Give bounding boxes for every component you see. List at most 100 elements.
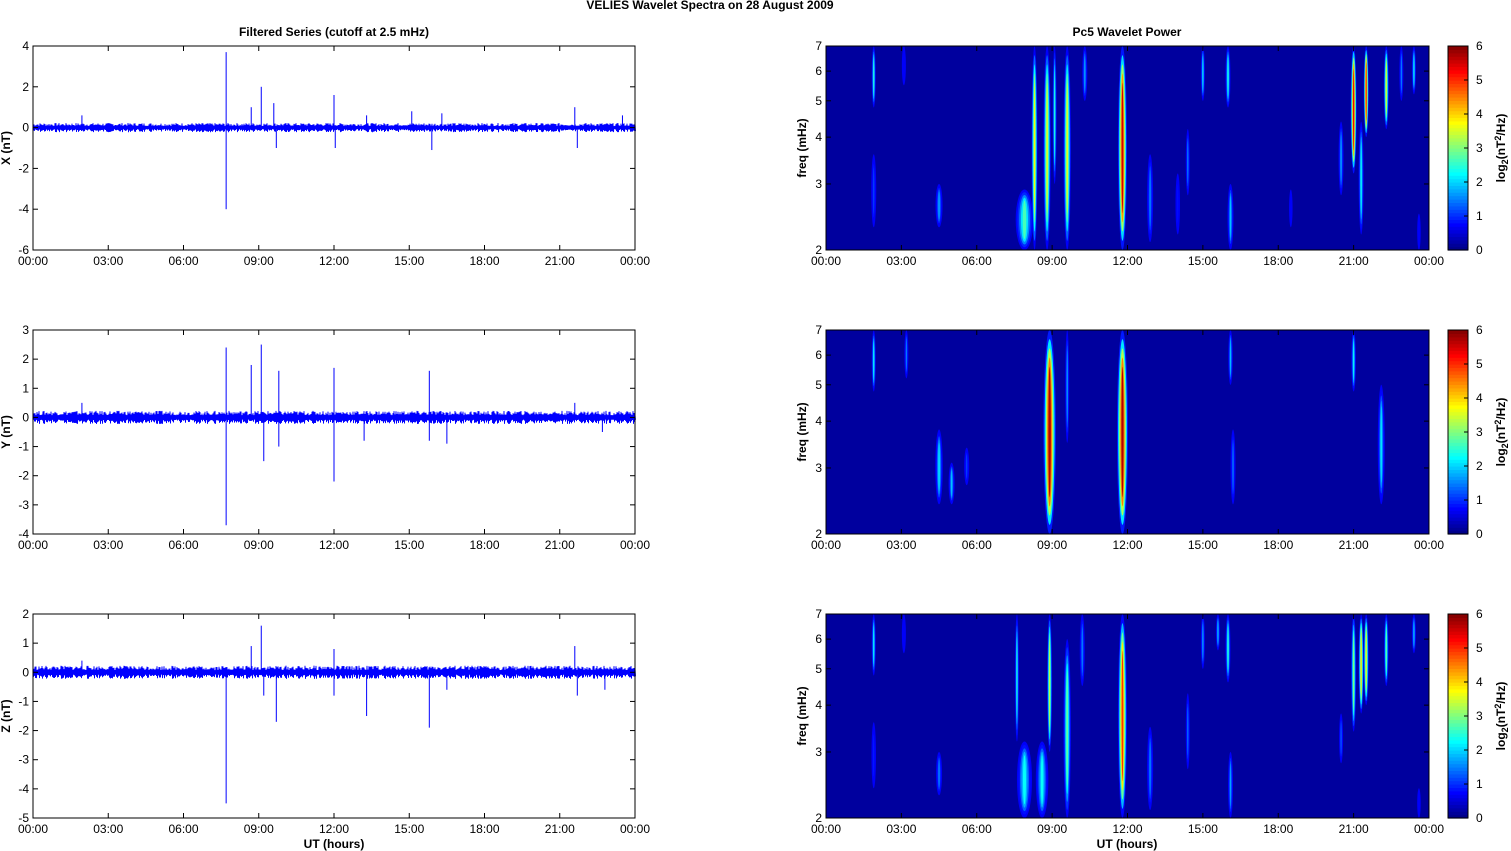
y-tick-label: 7 xyxy=(815,607,822,621)
y-tick-label: -5 xyxy=(18,811,29,825)
power-burst-8-layer-1 xyxy=(1066,82,1068,214)
colorbar-cell-35 xyxy=(1448,695,1468,700)
colorbar-cell-43 xyxy=(1448,668,1468,673)
colorbar-cell-55 xyxy=(1448,343,1468,348)
colorbar-cell-54 xyxy=(1448,63,1468,67)
colorbar-cell-49 xyxy=(1448,648,1468,652)
colorbar-label: log2(nT2/Hz) xyxy=(1493,682,1510,751)
colorbar-cell-37 xyxy=(1448,688,1468,693)
colorbar-cell-22 xyxy=(1448,455,1468,460)
colorbar-cell-33 xyxy=(1448,134,1468,139)
x-tick-label: 15:00 xyxy=(1188,254,1218,268)
y-tick-label: 1 xyxy=(22,636,29,650)
power-burst-3-layer-1 xyxy=(938,191,940,220)
colorbar-cell-6 xyxy=(1448,794,1468,799)
power-burst-20-layer-1 xyxy=(1365,630,1367,689)
x-tick-label: 00:00 xyxy=(1414,538,1444,552)
colorbar-cell-14 xyxy=(1448,483,1468,487)
colorbar-cell-42 xyxy=(1448,103,1468,108)
colorbar-cell-13 xyxy=(1448,486,1468,491)
power-burst-6-layer-1 xyxy=(1066,350,1068,423)
colorbar-tick-label: 3 xyxy=(1476,141,1483,155)
x-tick-label: 03:00 xyxy=(93,822,123,836)
colorbar-tick-label: 0 xyxy=(1476,243,1483,257)
colorbar-cell-25 xyxy=(1448,729,1468,734)
plot-area xyxy=(33,614,635,818)
colorbar-cell-26 xyxy=(1448,726,1468,731)
power-burst-9-layer-1 xyxy=(1232,442,1234,491)
figure-suptitle: VELIES Wavelet Spectra on 28 August 2009 xyxy=(586,0,834,12)
colorbar-tick-label: 3 xyxy=(1476,425,1483,439)
colorbar-cell-43 xyxy=(1448,100,1468,105)
colorbar-cell-30 xyxy=(1448,428,1468,433)
colorbar-cell-1 xyxy=(1448,527,1468,532)
power-burst-11-layer-1 xyxy=(1380,406,1382,483)
colorbar-tick-label: 5 xyxy=(1476,73,1483,87)
x-tick-label: 03:00 xyxy=(93,538,123,552)
colorbar-cell-59 xyxy=(1448,46,1468,50)
colorbar-cell-54 xyxy=(1448,347,1468,351)
x-tick-label: 18:00 xyxy=(469,822,499,836)
power-burst-9-layer-1 xyxy=(1084,55,1086,91)
power-burst-4-layer-1 xyxy=(966,454,968,479)
colorbar-cell-37 xyxy=(1448,120,1468,125)
colorbar-cell-8 xyxy=(1448,503,1468,508)
colorbar-cell-1 xyxy=(1448,243,1468,248)
y-tick-label: 2 xyxy=(815,811,822,825)
colorbar-cell-38 xyxy=(1448,401,1468,406)
colorbar: 0 1 2 3 4 5 6 log2(nT2/Hz) xyxy=(1447,323,1510,541)
power-burst-15-layer-1 xyxy=(1227,626,1229,671)
y-tick-label: 4 xyxy=(22,39,29,53)
colorbar-cell-38 xyxy=(1448,117,1468,122)
colorbar-cell-41 xyxy=(1448,391,1468,396)
right-xaxis-label: UT (hours) xyxy=(1097,837,1158,851)
power-burst-6-layer-1 xyxy=(1046,82,1048,214)
colorbar-cell-3 xyxy=(1448,236,1468,241)
colorbar-cell-46 xyxy=(1448,90,1468,95)
colorbar-tick-label: 6 xyxy=(1476,323,1483,337)
colorbar-cell-19 xyxy=(1448,182,1468,186)
series-panel-z: -5 -4 -3 -2 -1 0 1 2 00:00 03:00 06:00 09:00 12:00 15… xyxy=(0,607,650,836)
colorbar-cell-12 xyxy=(1448,773,1468,778)
x-tick-label: 00:00 xyxy=(18,254,48,268)
colorbar-cell-23 xyxy=(1448,452,1468,457)
y-tick-label: -4 xyxy=(18,527,29,541)
power-burst-11-layer-1 xyxy=(1149,170,1151,227)
colorbar-tick-label: 0 xyxy=(1476,811,1483,825)
power-burst-9-layer-1 xyxy=(1081,626,1083,673)
colorbar-cell-57 xyxy=(1448,52,1468,57)
wavelet-panel-y: 2 3 4 5 6 7 00:00 03:00 06:00 09:00 12:00 15:00 18:0… xyxy=(795,323,1510,552)
colorbar-cell-6 xyxy=(1448,226,1468,231)
x-tick-label: 21:00 xyxy=(1339,538,1369,552)
x-tick-label: 12:00 xyxy=(1112,254,1142,268)
colorbar-cell-15 xyxy=(1448,763,1468,768)
y-tick-label: 3 xyxy=(815,745,822,759)
colorbar-cell-56 xyxy=(1448,624,1468,629)
colorbar-tick-label: 4 xyxy=(1476,675,1483,689)
power-burst-10-layer-1 xyxy=(1353,341,1355,381)
x-tick-label: 15:00 xyxy=(394,538,424,552)
power-burst-17-layer-1 xyxy=(1290,196,1292,221)
colorbar-cell-21 xyxy=(1448,743,1468,748)
power-burst-13-layer-1 xyxy=(1187,141,1189,184)
colorbar-cell-44 xyxy=(1448,665,1468,669)
colorbar-cell-28 xyxy=(1448,151,1468,156)
colorbar-cell-57 xyxy=(1448,336,1468,341)
power-burst-17-layer-1 xyxy=(1340,722,1342,755)
power-burst-0-layer-1 xyxy=(873,341,875,381)
x-tick-label: 09:00 xyxy=(244,538,274,552)
y-tick-label: 7 xyxy=(815,323,822,337)
colorbar-cell-26 xyxy=(1448,158,1468,163)
colorbar-cell-14 xyxy=(1448,199,1468,203)
x-tick-label: 18:00 xyxy=(1263,538,1293,552)
colorbar-cell-5 xyxy=(1448,513,1468,518)
colorbar-cell-23 xyxy=(1448,736,1468,741)
power-burst-5-layer-1 xyxy=(1033,82,1036,214)
colorbar-cell-20 xyxy=(1448,746,1468,751)
colorbar-cell-48 xyxy=(1448,83,1468,88)
colorbar-cell-49 xyxy=(1448,80,1468,84)
x-tick-label: 03:00 xyxy=(886,254,916,268)
y-tick-label: -4 xyxy=(18,202,29,216)
colorbar-cell-45 xyxy=(1448,93,1468,98)
x-tick-label: 21:00 xyxy=(1339,822,1369,836)
